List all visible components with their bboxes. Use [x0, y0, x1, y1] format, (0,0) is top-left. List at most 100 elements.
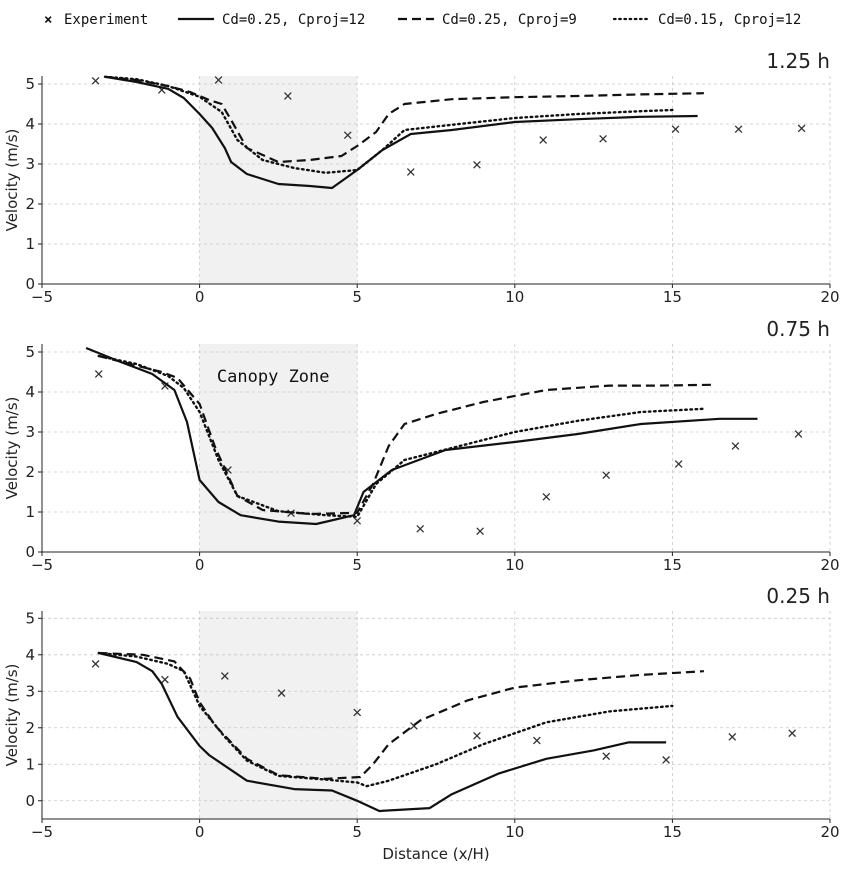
- x-tick-label: 10: [505, 288, 524, 306]
- experiment-point: [794, 430, 803, 438]
- experiment-point: [353, 516, 362, 525]
- series-line-solid: [85, 346, 758, 526]
- legend-item: Cd=0.25, Cproj=9: [398, 12, 577, 28]
- y-tick-label: 5: [25, 75, 35, 93]
- legend-item: Cd=0.15, Cproj=12: [612, 12, 801, 28]
- experiment-point: [277, 689, 286, 697]
- y-tick-label: 2: [25, 195, 35, 213]
- x-tick-label: 0: [195, 556, 205, 574]
- experiment-point: [91, 660, 100, 668]
- y-tick-label: 2: [25, 463, 35, 481]
- experiment-point: [283, 92, 292, 100]
- experiment-point: [674, 460, 683, 468]
- x-tick-label: −5: [31, 823, 53, 841]
- x-tick-label: 15: [663, 556, 682, 574]
- experiment-point: [353, 708, 362, 717]
- experiment-point: [220, 672, 229, 680]
- y-tick-label: 1: [25, 755, 35, 773]
- series-line-dotted: [97, 651, 674, 788]
- x-tick-label: −5: [31, 556, 53, 574]
- y-tick-label: 0: [25, 543, 35, 561]
- legend-item: Cd=0.25, Cproj=12: [178, 12, 365, 28]
- x-tick-label: 5: [352, 556, 362, 574]
- experiment-point: [797, 124, 806, 133]
- experiment-point: [533, 736, 541, 745]
- legend-label: Cd=0.25, Cproj=9: [442, 12, 577, 28]
- experiment-point: [731, 442, 740, 450]
- y-tick-label: 5: [25, 609, 35, 627]
- experiment-point: [599, 134, 607, 143]
- panel-title: 0.75 h: [766, 317, 830, 341]
- x-tick-label: 20: [820, 288, 839, 306]
- legend-item: × Experiment: [44, 12, 148, 28]
- x-axis-label: Distance (x/H): [382, 845, 489, 863]
- x-tick-label: 0: [195, 288, 205, 306]
- canopy-zone-shade: [199, 611, 358, 819]
- experiment-series: [94, 370, 803, 536]
- y-tick-label: 5: [25, 343, 35, 361]
- x-tick-label: 20: [820, 556, 839, 574]
- series-line-dashed: [98, 354, 714, 516]
- experiment-point: [473, 160, 481, 169]
- y-tick-label: 2: [25, 719, 35, 737]
- experiment-point: [602, 471, 611, 480]
- y-tick-label: 4: [25, 115, 35, 133]
- y-tick-label: 0: [25, 275, 35, 293]
- y-tick-label: 3: [25, 155, 35, 173]
- x-tick-label: 5: [352, 288, 362, 306]
- experiment-point: [734, 125, 743, 134]
- y-tick-label: 1: [25, 503, 35, 521]
- panel-title: 1.25 h: [766, 49, 830, 73]
- experiment-series: [91, 660, 797, 764]
- experiment-point: [671, 125, 680, 134]
- series-line-dashed: [98, 651, 704, 781]
- legend-label: Cd=0.25, Cproj=12: [222, 12, 365, 28]
- series-line-dotted: [97, 354, 706, 518]
- experiment-series: [91, 76, 806, 176]
- x-tick-label: 5: [352, 823, 362, 841]
- experiment-point: [602, 752, 611, 761]
- x-tick-label: 20: [820, 823, 839, 841]
- legend-x-glyph: ×: [44, 12, 52, 28]
- y-tick-label: 3: [25, 682, 35, 700]
- x-tick-label: 10: [505, 556, 524, 574]
- canopy-zone-shade: [199, 344, 358, 552]
- y-axis-label: Velocity (m/s): [3, 397, 21, 500]
- series-line-solid: [98, 651, 667, 813]
- series-line-solid: [104, 75, 698, 190]
- x-tick-label: 15: [663, 823, 682, 841]
- y-tick-label: 1: [25, 235, 35, 253]
- experiment-point: [662, 756, 670, 764]
- experiment-point: [473, 731, 481, 740]
- experiment-point: [406, 168, 415, 176]
- x-tick-label: −5: [31, 288, 53, 306]
- canopy-zone-shade: [199, 76, 358, 284]
- experiment-point: [539, 136, 548, 144]
- experiment-point: [416, 524, 425, 533]
- experiment-point: [91, 76, 100, 85]
- chart-legend: × Experiment Cd=0.25, Cproj=12 Cd=0.25, Cpr…: [44, 12, 801, 28]
- canopy-zone-annotation: Canopy Zone: [217, 367, 330, 387]
- y-axis-label: Velocity (m/s): [3, 664, 21, 767]
- panel-title: 0.25 h: [766, 584, 830, 608]
- y-tick-label: 3: [25, 423, 35, 441]
- series-line-dotted: [103, 75, 674, 175]
- series-line-dashed: [104, 75, 704, 164]
- experiment-point: [788, 729, 797, 738]
- x-tick-label: 15: [663, 288, 682, 306]
- experiment-point: [542, 492, 551, 501]
- legend-label: Cd=0.15, Cproj=12: [658, 12, 801, 28]
- chart-panel: −5 0 5 10 15 20 0 1 2 3 4 5 Velocity (m/s) Distance (…: [3, 584, 840, 863]
- experiment-point: [343, 131, 352, 140]
- y-tick-label: 4: [25, 383, 35, 401]
- y-axis-label: Velocity (m/s): [3, 129, 21, 232]
- experiment-point: [476, 527, 484, 536]
- legend-label: Experiment: [64, 12, 148, 28]
- x-tick-label: 0: [195, 823, 205, 841]
- experiment-point: [94, 370, 103, 378]
- experiment-point: [161, 675, 169, 684]
- x-tick-label: 10: [505, 823, 524, 841]
